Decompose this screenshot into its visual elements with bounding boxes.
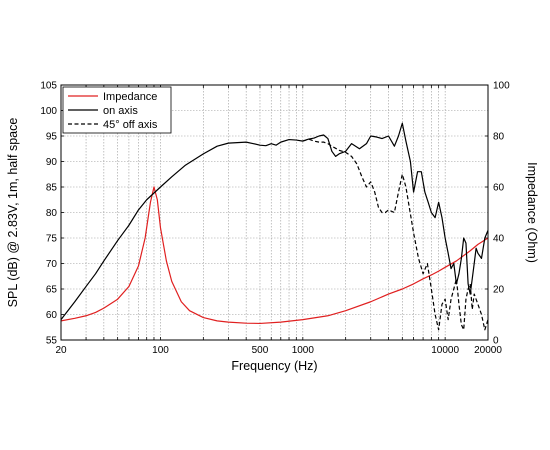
y-right-tick-label: 80: [493, 132, 505, 143]
y-left-tick-label: 80: [46, 208, 58, 219]
plot-frame: [60, 84, 489, 341]
y-axis-left-title: SPL (dB) @ 2.83V, 1m, half space: [6, 118, 20, 308]
x-tick-label: 1000: [292, 345, 315, 356]
x-tick-label: 20: [55, 345, 67, 356]
series-line-45-off-axis: [302, 138, 489, 331]
legend: Impedance on axis 45° off axis: [62, 86, 172, 134]
x-tick-label: 500: [252, 345, 269, 356]
y-left-tick-label: 105: [40, 81, 57, 92]
y-left-tick-label: 100: [40, 106, 57, 117]
x-tick-label: 10000: [431, 345, 459, 356]
y-left-tick-label: 75: [46, 234, 58, 245]
x-axis-title: Frequency (Hz): [231, 359, 317, 373]
grid: [61, 85, 488, 340]
axis-ticks: 20 100 500 1000 10000 20000556065707580859095…: [40, 81, 510, 357]
x-tick-label: 20000: [474, 345, 502, 356]
legend-label-45-off-axis: 45° off axis: [103, 119, 158, 131]
y-left-tick-label: 55: [46, 336, 58, 347]
y-axis-right-title: Impedance (Ohm): [525, 162, 539, 263]
series-line-on-axis: [60, 122, 489, 320]
y-right-tick-label: 100: [493, 81, 510, 92]
series-line-impedance: [60, 186, 489, 325]
y-left-tick-label: 90: [46, 157, 58, 168]
y-right-tick-label: 20: [493, 285, 505, 296]
y-right-tick-label: 40: [493, 234, 505, 245]
x-tick-label: 100: [152, 345, 169, 356]
y-left-tick-label: 70: [46, 259, 58, 270]
legend-label-on-axis: on axis: [103, 105, 138, 117]
y-right-tick-label: 0: [493, 336, 499, 347]
series-lines: [60, 122, 489, 331]
y-left-tick-label: 85: [46, 183, 58, 194]
y-left-tick-label: 95: [46, 132, 58, 143]
legend-label-impedance: Impedance: [103, 91, 157, 103]
y-left-tick-label: 65: [46, 285, 58, 296]
legend-box: [62, 86, 172, 134]
y-right-tick-label: 60: [493, 183, 505, 194]
y-left-tick-label: 60: [46, 310, 58, 321]
